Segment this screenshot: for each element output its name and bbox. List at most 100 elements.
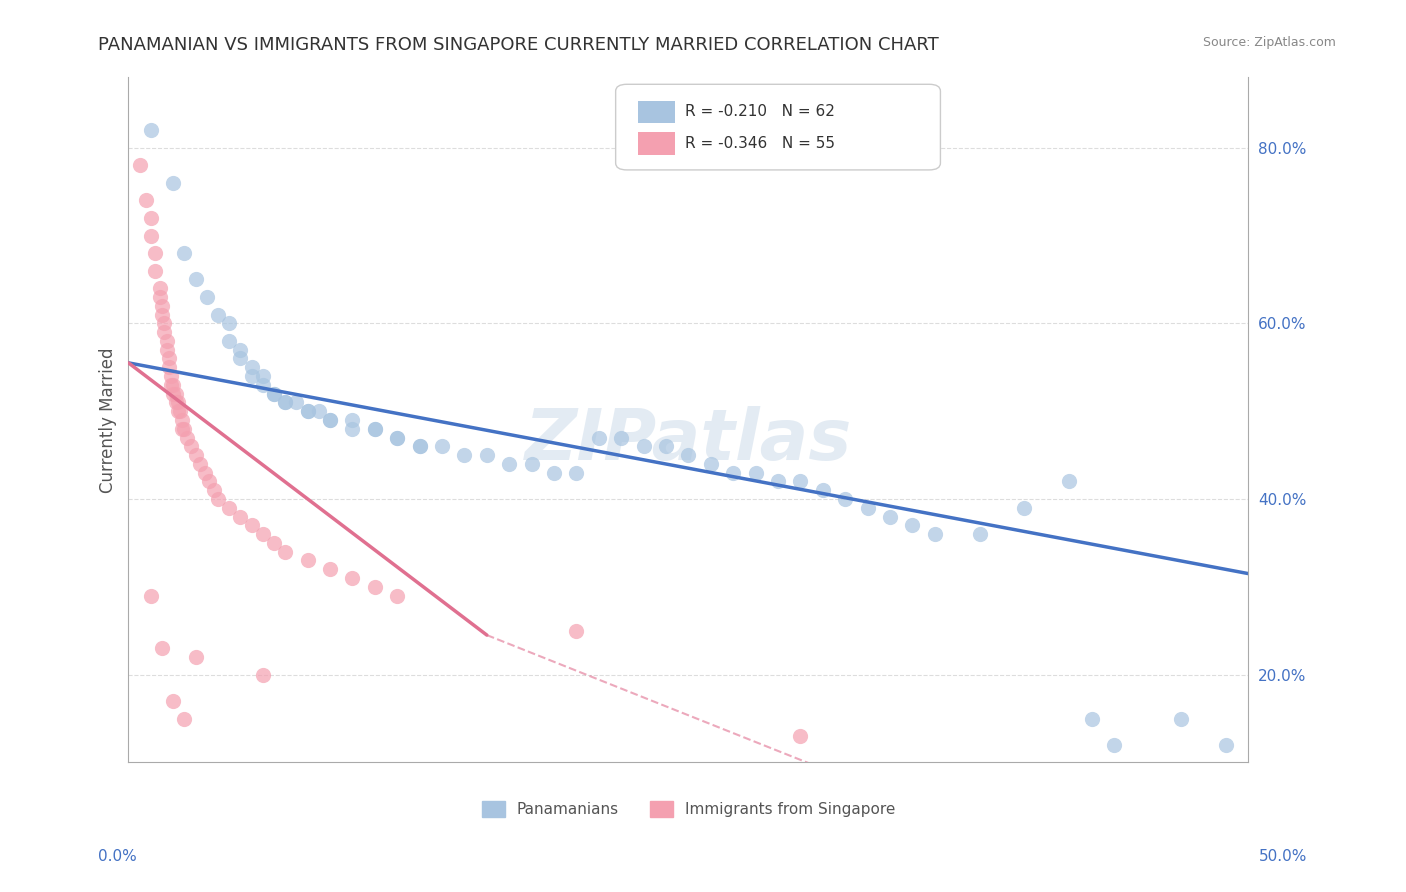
Point — [229, 343, 252, 357]
Point — [789, 475, 811, 489]
Point — [319, 413, 342, 427]
Point — [342, 571, 364, 585]
Point — [408, 439, 430, 453]
Text: 0.0%: 0.0% — [98, 849, 138, 863]
Point — [430, 439, 453, 453]
Point — [342, 413, 364, 427]
Point — [1102, 738, 1125, 752]
Point — [924, 527, 946, 541]
Point — [766, 475, 789, 489]
Text: R = -0.210   N = 62: R = -0.210 N = 62 — [685, 104, 835, 120]
Point — [157, 360, 180, 375]
Point — [1215, 738, 1237, 752]
Point — [252, 377, 274, 392]
Point — [198, 475, 221, 489]
Point — [588, 430, 610, 444]
Point — [149, 290, 172, 304]
Point — [150, 641, 173, 656]
Point — [274, 544, 297, 558]
Point — [169, 404, 191, 418]
Point — [297, 404, 319, 418]
Point — [162, 377, 184, 392]
Point — [128, 158, 150, 172]
Point — [498, 457, 520, 471]
Point — [157, 351, 180, 366]
FancyBboxPatch shape — [616, 84, 941, 169]
Point — [195, 290, 218, 304]
Point — [184, 448, 207, 462]
Point — [342, 422, 364, 436]
Point — [173, 712, 195, 726]
Point — [678, 448, 700, 462]
Point — [633, 439, 655, 453]
Point — [453, 448, 475, 462]
Point — [387, 589, 409, 603]
Point — [153, 325, 176, 339]
Point — [218, 334, 240, 348]
Point — [207, 308, 229, 322]
Point — [297, 404, 319, 418]
Point — [901, 518, 924, 533]
Point — [162, 176, 184, 190]
Point — [135, 194, 157, 208]
Point — [180, 439, 202, 453]
Point — [172, 422, 194, 436]
Point — [150, 299, 173, 313]
Point — [565, 624, 588, 638]
Point — [744, 466, 766, 480]
Point — [274, 395, 297, 409]
Point — [184, 650, 207, 665]
Point — [188, 457, 211, 471]
Point — [565, 466, 588, 480]
Point — [139, 589, 162, 603]
Point — [150, 308, 173, 322]
Y-axis label: Currently Married: Currently Married — [100, 347, 117, 492]
Point — [319, 562, 342, 576]
Point — [207, 491, 229, 506]
Point — [139, 123, 162, 137]
Point — [184, 272, 207, 286]
Point — [263, 386, 285, 401]
Point — [364, 422, 387, 436]
Point — [149, 281, 172, 295]
Point — [160, 369, 183, 384]
Point — [610, 430, 633, 444]
FancyBboxPatch shape — [638, 101, 675, 123]
Point — [143, 263, 166, 277]
Point — [139, 211, 162, 225]
Point — [155, 343, 177, 357]
Point — [162, 386, 184, 401]
Point — [202, 483, 225, 498]
Point — [723, 466, 745, 480]
Point — [172, 413, 194, 427]
Point — [176, 430, 198, 444]
Point — [700, 457, 723, 471]
Point — [364, 580, 387, 594]
Point — [308, 404, 330, 418]
Point — [856, 500, 879, 515]
Point — [1057, 475, 1080, 489]
Point — [879, 509, 901, 524]
Point — [166, 395, 188, 409]
Point — [520, 457, 543, 471]
Point — [319, 413, 342, 427]
Point — [252, 527, 274, 541]
Text: ZIPatlas: ZIPatlas — [524, 406, 852, 475]
Point — [263, 386, 285, 401]
Point — [162, 694, 184, 708]
Point — [153, 316, 176, 330]
Point — [218, 500, 240, 515]
Point — [285, 395, 308, 409]
Point — [1170, 712, 1192, 726]
Point — [166, 404, 188, 418]
Point — [655, 439, 678, 453]
Point — [240, 360, 263, 375]
Point — [297, 553, 319, 567]
Point — [475, 448, 498, 462]
Point — [789, 729, 811, 743]
Point — [1014, 500, 1036, 515]
Point — [364, 422, 387, 436]
Point — [160, 377, 183, 392]
Point — [834, 491, 856, 506]
Point — [1080, 712, 1102, 726]
